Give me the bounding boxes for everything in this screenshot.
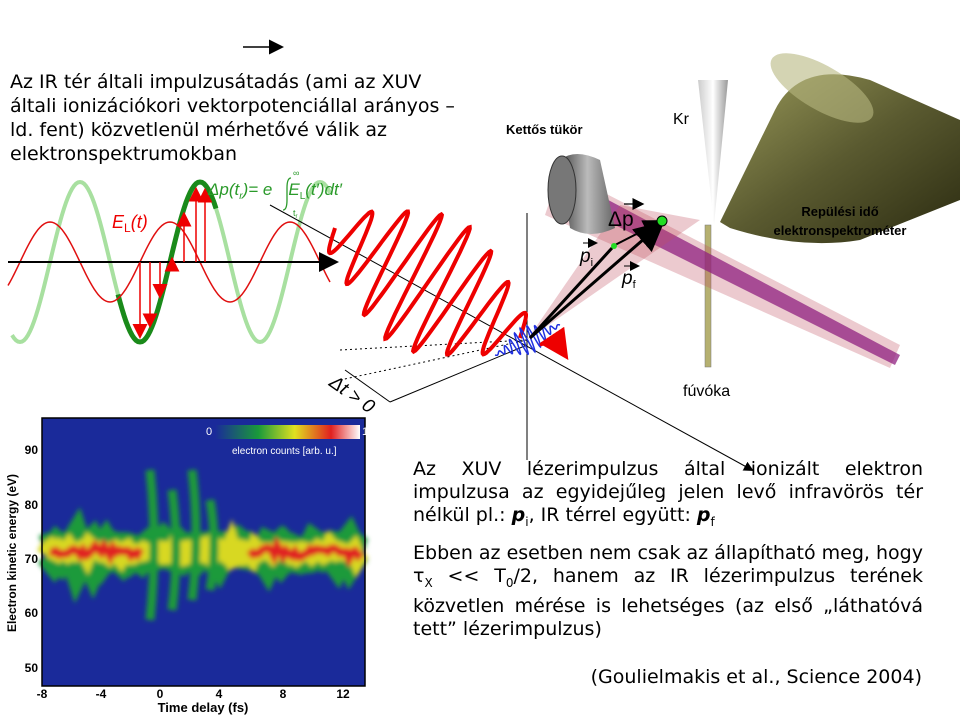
y-axis-label: Electron kinetic energy (eV): [5, 474, 19, 632]
axis: [269, 204, 754, 471]
text: Az XUV lézerimpulzus által ionizált elek…: [413, 458, 923, 526]
x-tick-label: -4: [96, 687, 107, 701]
text: /2, hanem az IR lézerimpulzus terének kö…: [413, 565, 923, 640]
subscript: 0: [505, 575, 514, 590]
x-axis-label: Time delay (fs): [158, 700, 249, 715]
intro-line: általi ionizációkori vektorpotenciállal …: [10, 95, 455, 117]
field-label: EL(t): [112, 212, 148, 235]
subscript: i: [525, 514, 529, 529]
pi-label: pi: [579, 246, 593, 269]
y-tick-label: 80: [25, 498, 39, 512]
nozzle-label: fúvóka: [683, 383, 730, 400]
pf-vector: [529, 221, 665, 340]
intro-line: ld. fent) közvetlenül mérhetővé válik az: [10, 119, 387, 141]
x-tick-label: 4: [216, 687, 223, 701]
x-tick-label: -8: [37, 687, 48, 701]
spectrometer: [720, 74, 960, 244]
wave-diagram: EL(t) Δp(tr)= e EL(t′)dt′ ∞ tr: [7, 168, 343, 345]
text: , IR térrel együtt:: [528, 504, 697, 526]
y-tick-label: 50: [25, 661, 39, 675]
intro-line: elektronspektrumokban: [10, 143, 238, 165]
mirror-face: [547, 155, 577, 225]
momentum-arrows: [132, 186, 213, 339]
symbol: p: [511, 504, 526, 526]
subscript: f: [710, 514, 715, 529]
x-tick-label: 0: [157, 687, 164, 701]
dp-vector: [614, 220, 664, 246]
setup-diagram: Δt > 0 Δp pi pf Kettős tükör Kr Repül: [243, 39, 960, 471]
paragraph: Az XUV lézerimpulzus által ionizált elek…: [413, 458, 923, 534]
intro-line: Az IR tér általi impulzusátadás (ami az …: [10, 71, 422, 93]
final-point: [656, 215, 668, 227]
citation: (Goulielmakis et al., Science 2004): [590, 666, 922, 688]
x-tick-label: 8: [280, 687, 287, 701]
y-tick-label: 60: [25, 606, 39, 620]
integral-upper: ∞: [293, 168, 299, 178]
subscript: X: [424, 575, 433, 590]
axis: [339, 339, 528, 381]
colorbar-label: electron counts [arb. u.]: [232, 446, 337, 457]
delay-label: Δt > 0: [324, 371, 378, 418]
colorbar-max: 1: [362, 426, 368, 438]
symbol: p: [696, 504, 711, 526]
intro-text: Az IR tér általi impulzusátadás (ami az …: [10, 70, 455, 166]
paragraph: Ebben az esetben nem csak az állapítható…: [413, 542, 923, 641]
xuv-pulse: [494, 323, 561, 357]
x-tick-label: 12: [336, 687, 350, 701]
mirror-label: Kettős tükör: [506, 122, 583, 137]
kr-label: Kr: [673, 111, 690, 128]
y-tick-label: 70: [25, 552, 39, 566]
spectrogram: 0 1 electron counts [arb. u.] 9080706050…: [5, 417, 369, 715]
text: << T: [432, 565, 506, 587]
formula: Δp(tr)= e EL(t′)dt′: [207, 180, 343, 202]
ir-pulse: [327, 209, 528, 357]
y-tick-label: 90: [25, 443, 39, 457]
nozzle: [704, 224, 712, 368]
colorbar: [215, 425, 360, 439]
integral-lower: tr: [293, 208, 298, 220]
delay-bracket: [389, 344, 528, 403]
spectrometer-label: elektronspektrométer: [774, 223, 907, 238]
delay-bracket: [344, 369, 391, 403]
kr-source: [698, 80, 728, 225]
pi-vector: [528, 246, 614, 340]
pf-label: pf: [621, 268, 637, 291]
text: Ebben az esetben nem csak az állapítható…: [413, 542, 923, 564]
dp-label: Δp: [608, 208, 634, 231]
symbol: τ: [413, 565, 425, 587]
spectrometer-label: Repülési idő: [801, 204, 878, 219]
colorbar-min: 0: [206, 426, 212, 438]
vector-potential-wave: [7, 221, 331, 303]
